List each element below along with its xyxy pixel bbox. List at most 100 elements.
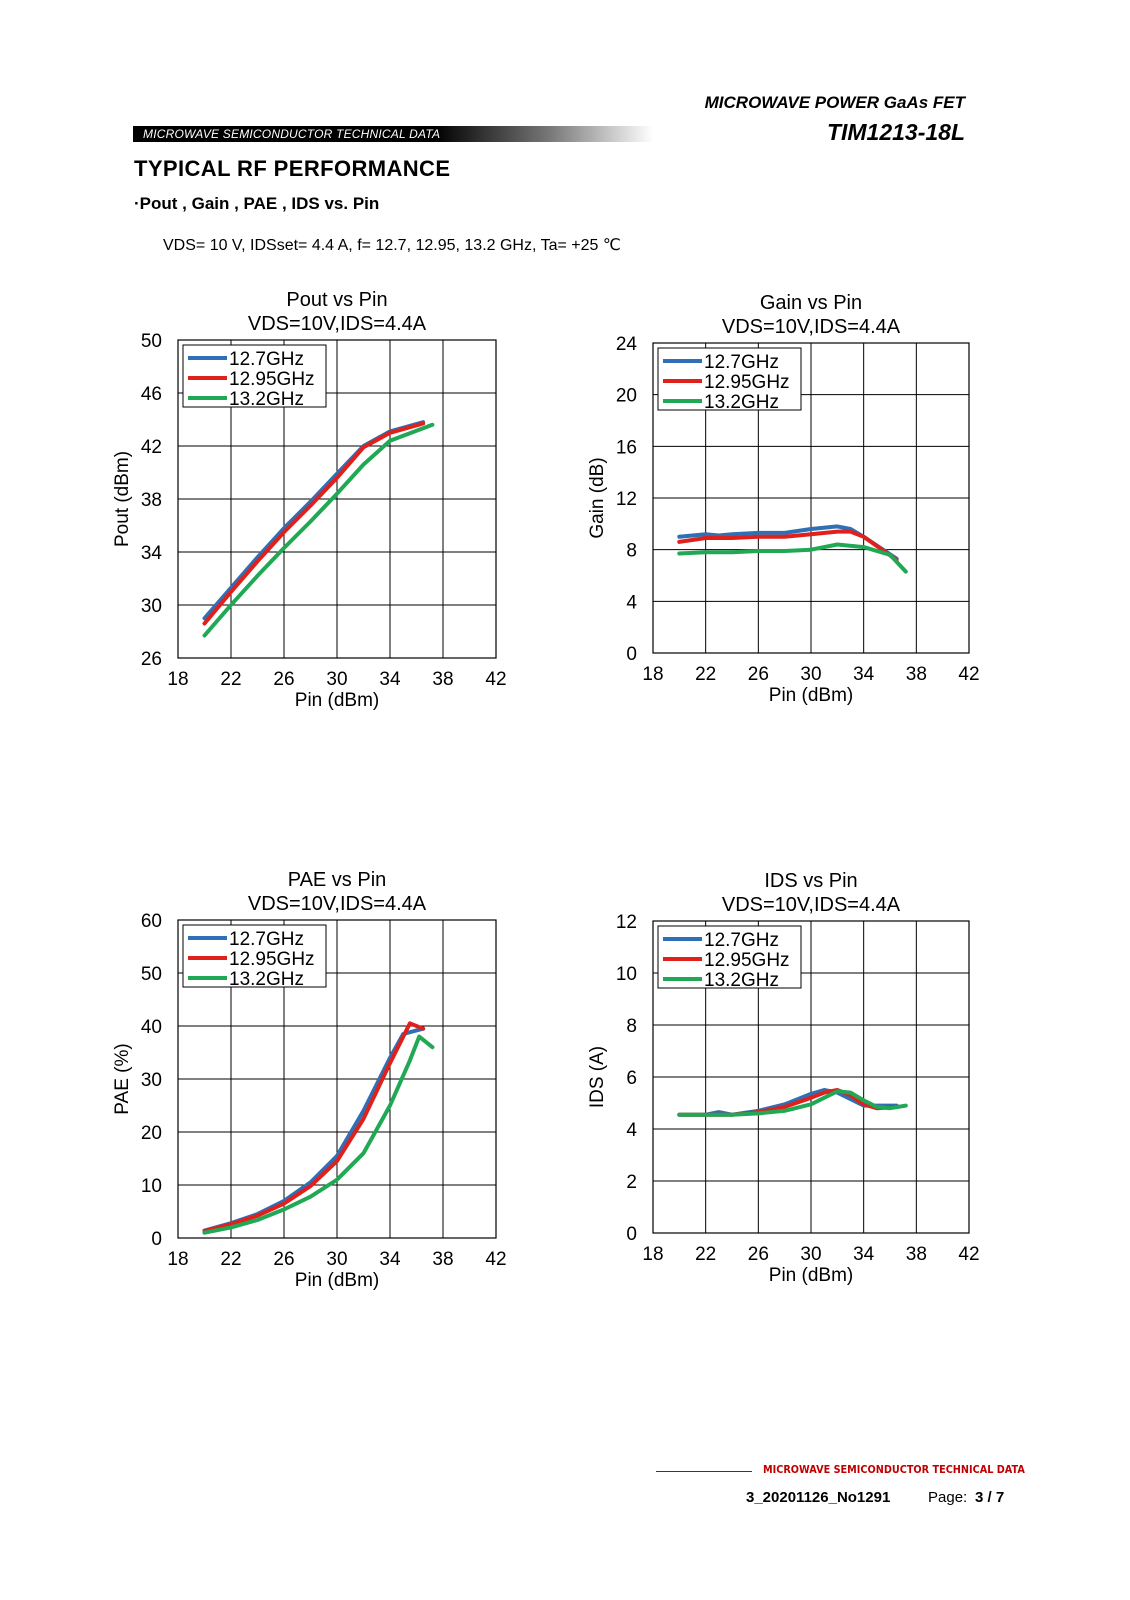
y-tick-label: 10: [616, 964, 637, 985]
section-title: TYPICAL RF PERFORMANCE: [134, 156, 451, 181]
x-tick-label: 34: [853, 1244, 875, 1265]
x-tick-label: 34: [379, 1249, 401, 1270]
x-tick-label: 26: [748, 1244, 769, 1265]
y-axis-label: IDS (A): [587, 1046, 608, 1108]
x-tick-label: 22: [695, 1244, 716, 1265]
legend-label: 12.95GHz: [229, 949, 315, 970]
footer-page-number: 3 / 7: [975, 1489, 1005, 1506]
plot-frame: [177, 339, 497, 659]
y-tick-label: 50: [141, 964, 162, 985]
x-axis-label: Pin (dBm): [769, 1265, 853, 1286]
x-tick-label: 30: [326, 1249, 347, 1270]
y-tick-label: 50: [141, 331, 162, 352]
y-tick-label: 38: [141, 490, 162, 511]
footer-brand: MICROWAVE SEMICONDUCTOR TECHNICAL DATA: [763, 1463, 1025, 1476]
chart-subtitle: VDS=10V,IDS=4.4A: [722, 316, 901, 338]
chart-title: Pout vs Pin: [286, 289, 387, 311]
footer-doc-number: 3_20201126_No1291: [746, 1489, 891, 1506]
test-conditions: VDS= 10 V, IDSset= 4.4 A, f= 12.7, 12.95…: [163, 237, 621, 254]
footer-page-label: Page:: [928, 1489, 968, 1506]
legend-label: 12.7GHz: [229, 929, 304, 950]
series-line-13.2GHz: [677, 542, 908, 574]
y-tick-label: 34: [141, 543, 163, 564]
y-tick-label: 30: [141, 1070, 162, 1091]
y-axis-label: PAE (%): [112, 1043, 133, 1114]
y-tick-label: 12: [616, 912, 637, 933]
document-title: MICROWAVE POWER GaAs FET: [704, 93, 965, 112]
y-tick-label: 6: [626, 1068, 637, 1089]
x-tick-label: 26: [273, 669, 294, 690]
y-tick-label: 16: [616, 437, 637, 458]
series-line-12.95GHz: [202, 1021, 426, 1234]
x-tick-label: 38: [906, 664, 927, 685]
legend-label: 12.95GHz: [229, 369, 315, 390]
x-tick-label: 30: [800, 664, 821, 685]
chart-subtitle: VDS=10V,IDS=4.4A: [722, 894, 901, 916]
x-tick-label: 42: [485, 669, 506, 690]
x-tick-label: 30: [800, 1244, 821, 1265]
y-tick-label: 40: [141, 1017, 162, 1038]
y-tick-label: 20: [141, 1123, 162, 1144]
x-tick-label: 18: [167, 1249, 188, 1270]
x-tick-label: 22: [220, 1249, 241, 1270]
y-tick-label: 4: [626, 592, 637, 613]
chart-subtitle: VDS=10V,IDS=4.4A: [248, 893, 427, 915]
y-tick-label: 4: [626, 1120, 637, 1141]
x-tick-label: 38: [906, 1244, 927, 1265]
chart-title: PAE vs Pin: [288, 869, 387, 891]
y-tick-label: 8: [626, 1016, 637, 1037]
banner-bar: [133, 126, 653, 142]
x-tick-label: 22: [695, 664, 716, 685]
chart-subtitle: VDS=10V,IDS=4.4A: [248, 313, 427, 335]
legend-label: 13.2GHz: [229, 969, 304, 990]
y-axis-label: Pout (dBm): [112, 451, 133, 547]
legend-label: 12.95GHz: [704, 950, 790, 971]
y-tick-label: 24: [616, 334, 638, 355]
chart-title: IDS vs Pin: [764, 870, 857, 892]
x-axis-label: Pin (dBm): [295, 1270, 379, 1291]
y-axis-label: Gain (dB): [587, 457, 608, 538]
x-tick-label: 38: [432, 669, 453, 690]
legend-label: 13.2GHz: [229, 389, 304, 410]
chart-title: Gain vs Pin: [760, 292, 862, 314]
y-tick-label: 0: [626, 644, 637, 665]
x-tick-label: 42: [958, 1244, 979, 1265]
x-tick-label: 34: [853, 664, 875, 685]
x-tick-label: 22: [220, 669, 241, 690]
y-tick-label: 2: [626, 1172, 637, 1193]
plot-frame: [652, 920, 970, 1234]
x-tick-label: 18: [167, 669, 188, 690]
banner-text: MICROWAVE SEMICONDUCTOR TECHNICAL DATA: [143, 127, 441, 141]
y-tick-label: 46: [141, 384, 162, 405]
series-line-13.2GHz: [677, 1089, 908, 1117]
plot-frame: [177, 919, 497, 1239]
x-tick-label: 18: [642, 664, 663, 685]
x-tick-label: 42: [958, 664, 979, 685]
model-number: TIM1213-18L: [826, 119, 965, 145]
x-tick-label: 30: [326, 669, 347, 690]
y-tick-label: 60: [141, 911, 162, 932]
y-tick-label: 0: [151, 1229, 162, 1250]
legend-label: 12.95GHz: [704, 372, 790, 393]
y-tick-label: 42: [141, 437, 162, 458]
x-tick-label: 26: [748, 664, 769, 685]
footer-rule: [656, 1471, 752, 1472]
series-line-12.95GHz: [677, 529, 899, 562]
x-tick-label: 26: [273, 1249, 294, 1270]
plot-frame: [652, 342, 970, 654]
legend-label: 12.7GHz: [704, 352, 779, 373]
y-tick-label: 20: [616, 386, 637, 407]
x-tick-label: 42: [485, 1249, 506, 1270]
y-tick-label: 26: [141, 649, 162, 670]
legend-label: 13.2GHz: [704, 970, 779, 991]
x-axis-label: Pin (dBm): [295, 690, 379, 711]
y-tick-label: 30: [141, 596, 162, 617]
y-tick-label: 12: [616, 489, 637, 510]
subsection-title: ·Pout , Gain , PAE , IDS vs. Pin: [134, 194, 380, 213]
y-tick-label: 0: [626, 1224, 637, 1245]
x-axis-label: Pin (dBm): [769, 685, 853, 706]
